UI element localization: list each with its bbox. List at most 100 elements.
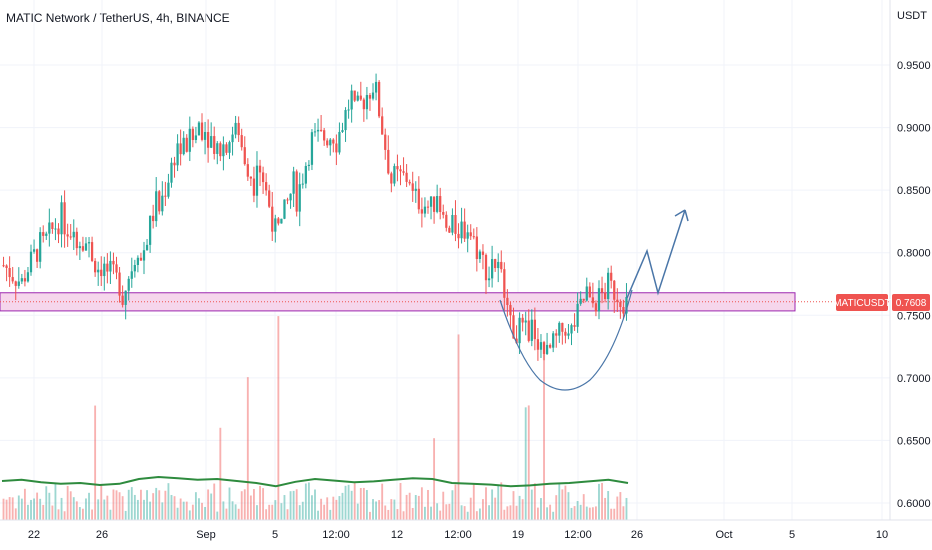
candle-body [423, 206, 427, 214]
volume-bar [323, 504, 326, 520]
candle-body [176, 143, 179, 166]
volume-bar [100, 484, 103, 520]
volume-bar [619, 492, 622, 520]
volume-bar [567, 492, 570, 520]
volume-bar [36, 492, 39, 520]
candle-body [139, 257, 143, 261]
y-tick-label: 0.8500 [897, 185, 931, 197]
volume-bar [427, 489, 429, 520]
volume-bar [33, 498, 35, 520]
candle-body [51, 222, 54, 230]
volume-bar [381, 483, 384, 520]
volume-bar [482, 499, 484, 520]
volume-bar [85, 498, 87, 520]
price-tag-value: 0.7608 [896, 298, 927, 309]
volume-bar [14, 508, 17, 520]
candle-body [454, 215, 457, 234]
candle-body [283, 199, 286, 219]
candle-body [148, 215, 152, 245]
volume-bar [558, 482, 561, 520]
volume-bar [491, 489, 494, 520]
volume-bar [118, 492, 121, 520]
volume-bar [393, 499, 396, 520]
volume-bar [601, 482, 603, 520]
volume-bar [384, 505, 387, 520]
candle-body [286, 199, 289, 201]
volume-bar [518, 495, 521, 520]
volume-bar [57, 509, 60, 520]
candle-body [54, 228, 57, 230]
candle-body [258, 165, 262, 173]
candle-body [432, 196, 436, 212]
candle-body [384, 134, 387, 150]
volume-bar [369, 511, 371, 520]
volume-bar [314, 489, 316, 520]
candle-body [323, 130, 326, 141]
price-axis[interactable]: 0.9500 0.9000 0.8500 0.8000 0.7500 0.7000 0.65… [889, 0, 931, 520]
candle-body [97, 269, 100, 273]
volume-bar [613, 508, 616, 520]
candle-body [11, 277, 14, 282]
volume-bar [5, 499, 8, 520]
volume-bar [344, 485, 347, 520]
candle-body [14, 281, 17, 286]
candle-body [558, 322, 561, 336]
volume-bar [311, 495, 313, 520]
candle-body [472, 236, 475, 238]
candle-body [448, 227, 451, 233]
volume-bar [616, 496, 619, 520]
candle-body [94, 260, 97, 273]
volume-bar [188, 510, 191, 520]
candle-body [542, 342, 546, 354]
volume-bar [488, 505, 490, 520]
candle-body [103, 263, 106, 277]
candle-body [512, 315, 515, 339]
volume-bar [442, 491, 445, 520]
candle-body [164, 195, 167, 197]
volume-bar [573, 506, 576, 520]
candle-body [222, 144, 225, 157]
candle-body [335, 143, 338, 153]
volume-bar [546, 507, 549, 520]
candle-body [265, 182, 268, 191]
volume-bar [552, 511, 555, 520]
volume-bar [136, 499, 139, 520]
projection-arrow[interactable] [626, 209, 689, 299]
candle-body [481, 251, 485, 255]
candle-body [60, 202, 63, 235]
candle-body [173, 162, 176, 166]
volume-bar [91, 509, 94, 520]
candle-body [213, 136, 216, 154]
volume-bar [521, 499, 524, 520]
candle-body [570, 325, 573, 334]
volume-bar [88, 492, 90, 520]
volume-bar [48, 492, 51, 520]
volume-bar [213, 483, 216, 520]
volume-bar [97, 499, 100, 520]
candle-body [494, 259, 497, 269]
volume-bar [179, 498, 182, 520]
candle-body [167, 182, 170, 197]
volume-bar [20, 498, 23, 520]
volume-bar [335, 499, 338, 520]
volume-bar [610, 508, 613, 520]
cup-drawing[interactable] [499, 289, 633, 391]
volume-bar [109, 509, 112, 520]
volume-bar [353, 482, 356, 520]
volume-bar [424, 506, 426, 520]
candle-body [622, 307, 625, 314]
candle-body [533, 319, 536, 340]
candle-body [90, 242, 94, 261]
candle-body [48, 222, 51, 234]
time-axis[interactable]: 22 26 Sep 5 12:00 12 12:00 19 12:00 26 Oct 5 10 [0, 519, 932, 541]
candle-body [411, 183, 414, 191]
volume-bar [39, 498, 42, 520]
candle-body [84, 243, 88, 251]
candle-body [378, 81, 381, 117]
candle-body [23, 278, 27, 282]
volume-bar [341, 492, 344, 520]
volume-bar [11, 497, 14, 520]
volume-bar [356, 503, 359, 520]
y-tick-label: 0.9000 [897, 123, 931, 135]
